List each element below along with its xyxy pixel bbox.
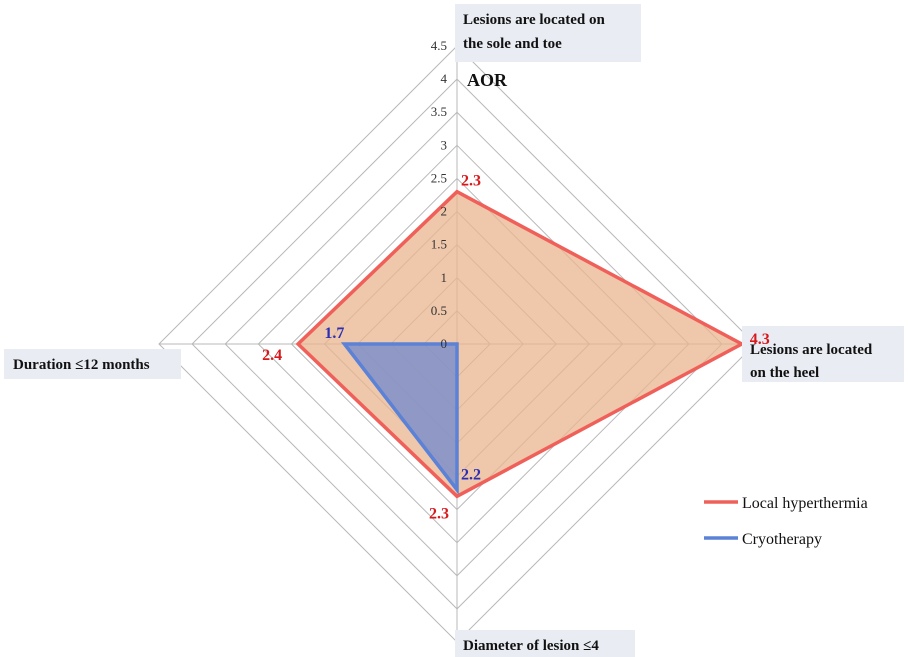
tick-label: 2.5 [431,170,447,185]
value-label: 4.3 [750,331,770,348]
value-label: 1.7 [324,325,344,342]
series-area-cryotherapy [340,342,459,495]
value-labels: 2.3 4.3 2.3 2.4 2.2 1.7 [262,173,770,523]
value-label: 2.3 [429,505,449,522]
category-label: on the heel [750,365,819,381]
tick-label: 3.5 [431,104,447,119]
tick-label: 1 [441,270,448,285]
tick-label: 0.5 [431,303,447,318]
category-box [4,349,181,379]
category-box [742,326,904,382]
category-label: Diameter of lesion ≤4 [463,638,599,654]
value-label: 2.4 [262,347,282,364]
category-label: Duration ≤12 months [13,357,150,373]
category-label: Lesions are located on [463,12,605,28]
category-label: the sole and toe [463,36,562,52]
series-layer [295,189,746,499]
tick-label: 4 [441,71,448,86]
legend-label: Local hyperthermia [742,495,868,512]
tick-label: 4.5 [431,38,447,53]
tick-label: 2 [441,204,448,219]
category-label: Lesions are located [750,342,873,358]
tick-label: 1.5 [431,237,447,252]
value-label: 2.2 [461,467,481,484]
category-box [455,4,641,62]
tick-labels: 0 0.5 1 1.5 2 2.5 3 3.5 4 4.5 [431,38,448,351]
tick-label: 0 [441,336,448,351]
legend-label: Cryotherapy [742,531,822,548]
tick-label: 3 [441,137,448,152]
category-box [455,630,635,657]
axis-title: AOR [467,70,508,90]
category-labels: Lesions are located on the sole and toe Le… [4,4,904,657]
value-label: 2.3 [461,173,481,190]
legend: Local hyperthermia Cryotherapy [704,495,868,548]
